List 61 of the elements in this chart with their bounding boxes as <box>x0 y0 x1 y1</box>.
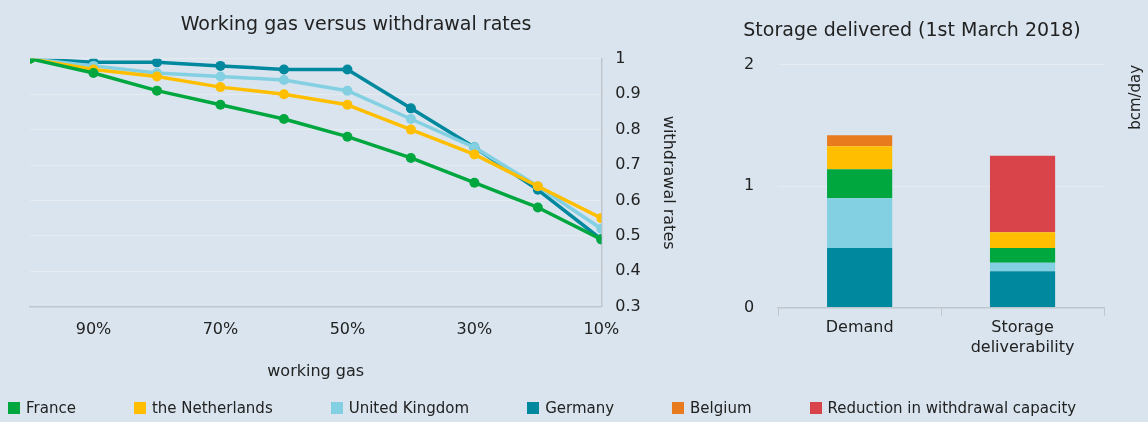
x-tick-label: 90% <box>75 319 112 339</box>
y-tick-label: 0.4 <box>615 260 641 280</box>
y-tick-label: 0.8 <box>615 118 641 138</box>
chart-title: Storage delivered (1st March 2018) <box>743 18 1081 41</box>
bar <box>827 198 893 249</box>
point <box>278 89 289 100</box>
y-tick-label: 1 <box>615 47 626 67</box>
point <box>405 113 416 124</box>
point <box>215 99 226 110</box>
x-tick-label: 70% <box>202 319 239 339</box>
y-tick-label: 0.5 <box>615 224 641 244</box>
bar <box>827 146 893 170</box>
point <box>215 60 226 71</box>
point <box>278 113 289 124</box>
bar <box>989 248 1056 263</box>
point <box>151 71 162 82</box>
bar <box>989 155 1056 233</box>
point <box>342 85 353 96</box>
point <box>342 131 353 142</box>
y-axis-title: withdrawal rates <box>660 115 680 250</box>
x-axis-title: working gas <box>267 360 365 380</box>
chart-title: Working gas versus withdrawal rates <box>180 12 532 35</box>
point <box>405 152 416 163</box>
x-tick-label: 10% <box>583 319 620 339</box>
legend-label: Germany <box>545 399 615 417</box>
x-tick-label: 50% <box>329 319 366 339</box>
y-tick-label: 0.9 <box>615 83 641 103</box>
y-tick-label: 1 <box>743 175 755 195</box>
legend-label: France <box>26 399 76 417</box>
point <box>215 82 226 93</box>
point <box>151 58 162 68</box>
legend-label: Reduction in withdrawal capacity <box>827 399 1077 417</box>
point <box>278 75 289 86</box>
bar <box>827 135 893 147</box>
point <box>405 124 416 135</box>
x-tick-label: Storage deliverability <box>970 317 1075 356</box>
y-tick-label: 0.3 <box>615 295 641 315</box>
legend-label: United Kingdom <box>348 399 470 417</box>
x-tick-label: 30% <box>456 319 493 339</box>
bar <box>827 169 893 199</box>
point <box>405 103 416 114</box>
bar <box>989 262 1056 272</box>
y-tick-label: 2 <box>743 53 755 73</box>
y-axis-title: bcm/day <box>1125 64 1144 130</box>
bar <box>989 271 1056 308</box>
point <box>342 64 353 75</box>
point <box>532 202 543 213</box>
legend-label: Belgium <box>690 399 752 417</box>
y-tick-label: 0.7 <box>615 154 641 174</box>
legend-label: the Netherlands <box>151 399 273 417</box>
bar <box>827 248 893 308</box>
y-tick-label: 0 <box>743 296 755 316</box>
point <box>469 149 480 160</box>
point <box>278 64 289 75</box>
x-tick-label: Demand <box>825 317 894 337</box>
point <box>469 177 480 188</box>
bar <box>989 232 1056 249</box>
point <box>151 85 162 96</box>
point <box>342 99 353 110</box>
y-tick-label: 0.6 <box>615 189 641 209</box>
point <box>215 71 226 82</box>
